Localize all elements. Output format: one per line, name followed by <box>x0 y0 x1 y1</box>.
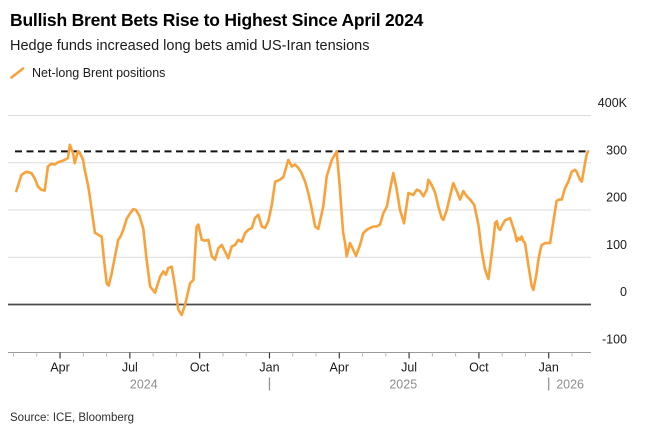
series-line-marker-icon <box>10 67 25 79</box>
y-axis-label: -100 <box>602 332 627 346</box>
y-axis-label: 400K <box>598 96 628 110</box>
year-label: 2024 <box>130 378 158 392</box>
x-axis-label: Apr <box>330 361 349 375</box>
page-subtitle: Hedge funds increased long bets amid US-… <box>10 38 370 54</box>
year-label: 2025 <box>389 378 417 392</box>
net-long-brent-line <box>14 143 590 317</box>
x-axis-label: Apr <box>50 361 69 375</box>
x-axis-label: Oct <box>469 361 489 375</box>
x-axis-label: Jan <box>259 361 279 375</box>
y-axis-label: 200 <box>606 191 627 205</box>
x-axis-label: Jan <box>539 361 559 375</box>
x-axis-label: Jul <box>401 361 417 375</box>
page-title: Bullish Brent Bets Rise to Highest Since… <box>10 10 424 30</box>
legend: Net-long Brent positions <box>10 64 165 82</box>
year-label: 2026 <box>556 378 584 392</box>
y-axis-label: 100 <box>606 238 627 252</box>
y-axis-label: 300 <box>606 143 627 157</box>
source-note: Source: ICE, Bloomberg <box>10 412 135 424</box>
x-axis-label: Oct <box>190 361 210 375</box>
y-axis-label: 0 <box>620 285 627 299</box>
legend-label: Net-long Brent positions <box>32 66 166 80</box>
x-axis-label: Jul <box>122 361 138 375</box>
